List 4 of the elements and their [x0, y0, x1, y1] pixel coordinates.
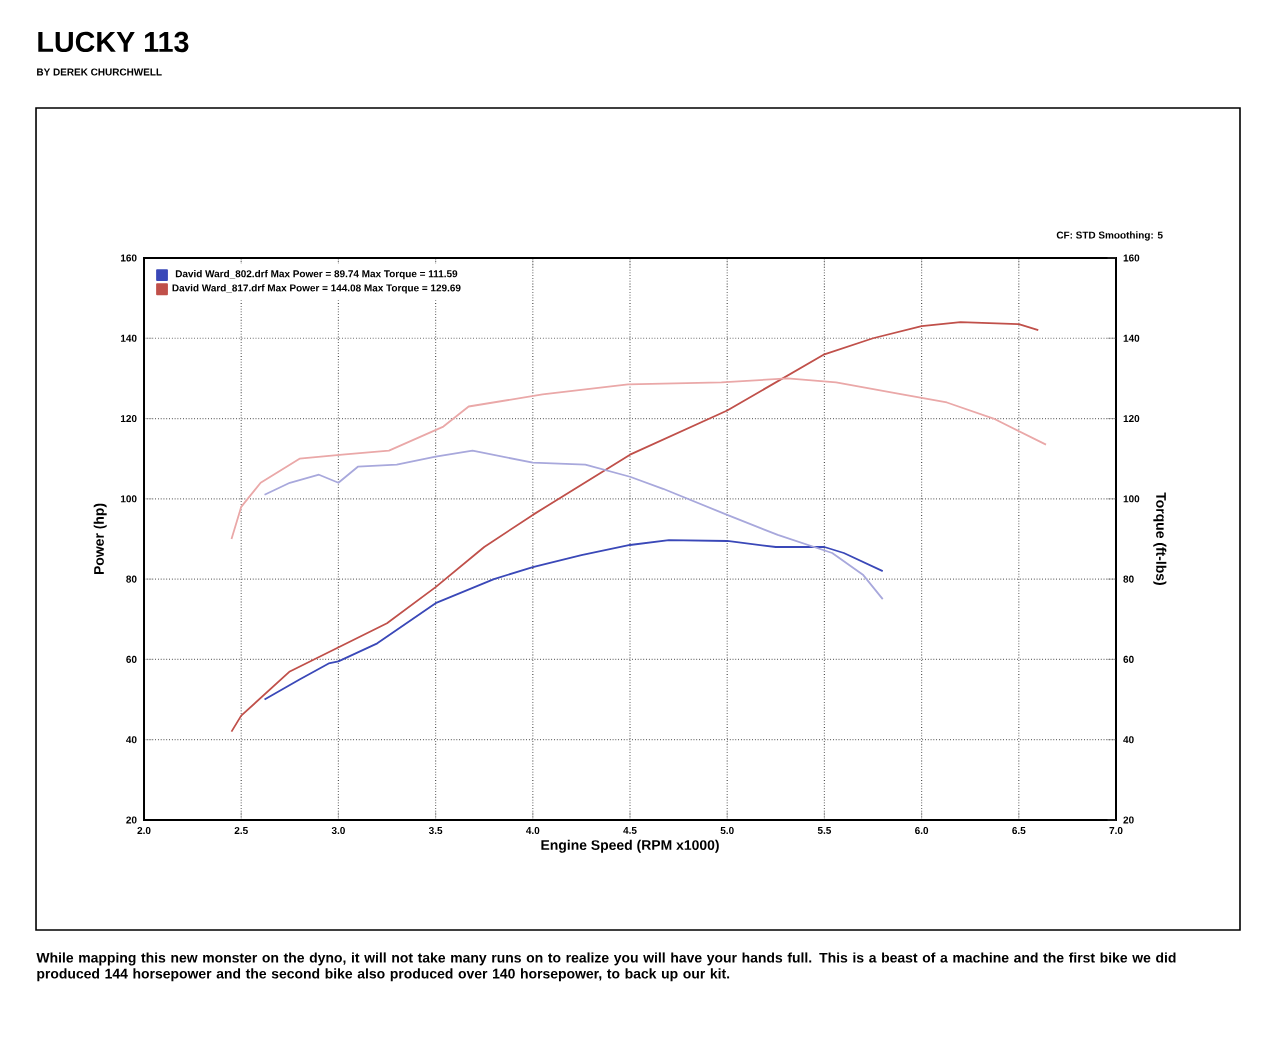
line-series — [263, 449, 884, 601]
line-series — [230, 377, 1047, 540]
chart-title: LUCKY 113 — [38, 31, 189, 53]
line-series — [263, 539, 884, 701]
